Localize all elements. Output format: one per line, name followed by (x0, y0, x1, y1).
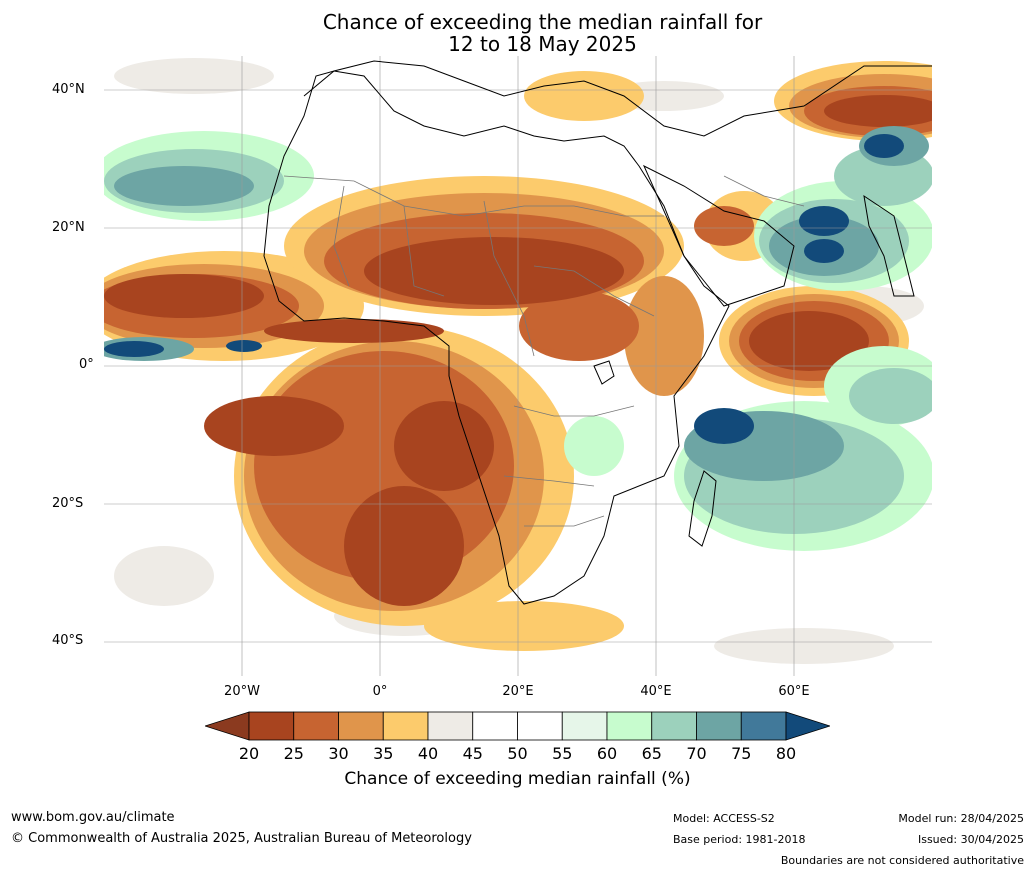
lat-label-40n: 40°N (52, 82, 85, 97)
colorbar-tick-label: 70 (686, 744, 707, 763)
lat-label-40s: 40°S (52, 633, 84, 648)
colorbar-bin-2 (338, 711, 384, 741)
map-title-line1: Chance of exceeding the median rainfall … (322, 10, 763, 34)
colorbar-tick-label: 50 (507, 744, 528, 763)
lon-label-40e: 40°E (640, 684, 672, 699)
colorbar-bin-0 (248, 711, 295, 741)
colorbar-tick-label: 25 (283, 744, 304, 763)
footer-model: Model: ACCESS-S2 (673, 812, 775, 825)
lon-label-20e: 20°E (502, 684, 534, 699)
colorbar-tick-label: 45 (462, 744, 483, 763)
colorbar-bin-10 (696, 711, 742, 741)
footer-copyright: © Commonwealth of Australia 2025, Austra… (11, 831, 472, 846)
colorbar-bin-9 (651, 711, 697, 741)
colorbar-bin-4 (427, 711, 474, 741)
lon-label-20w: 20°W (224, 684, 260, 699)
lon-label-60e: 60°E (778, 684, 810, 699)
colorbar-bin-5 (472, 711, 518, 741)
colorbar-tick-label: 40 (417, 744, 439, 763)
colorbar-tick-label: 20 (238, 744, 260, 763)
rainfall-probability-map (104, 56, 932, 676)
lat-label-0: 0° (79, 357, 94, 372)
lat-label-20s: 20°S (52, 496, 84, 511)
footer-disclaimer: Boundaries are not considered authoritat… (780, 854, 1024, 867)
colorbar-bin-1 (293, 711, 339, 741)
colorbar-over-arrow (785, 711, 830, 741)
colorbar-tick-label: 35 (373, 744, 394, 763)
colorbar (205, 711, 830, 741)
colorbar-tick-label: 30 (328, 744, 349, 763)
colorbar-bin-6 (517, 711, 563, 741)
colorbar-label: Chance of exceeding median rainfall (%) (344, 769, 691, 789)
colorbar-bin-11 (740, 711, 787, 741)
lat-label-20n: 20°N (52, 220, 85, 235)
footer-base-period: Base period: 1981-2018 (673, 833, 806, 846)
colorbar-under-arrow (205, 711, 250, 741)
lon-label-0: 0° (372, 684, 388, 699)
footer-issued: Issued: 30/04/2025 (917, 833, 1024, 846)
colorbar-tick-label: 55 (552, 744, 573, 763)
colorbar-tick-label: 80 (775, 744, 797, 763)
footer-website: www.bom.gov.au/climate (11, 810, 175, 825)
footer-model-run: Model run: 28/04/2025 (898, 812, 1024, 825)
colorbar-tick-label: 75 (731, 744, 752, 763)
map-title-line2: 12 to 18 May 2025 (448, 32, 637, 56)
colorbar-bin-8 (606, 711, 653, 741)
colorbar-bin-3 (382, 711, 429, 741)
colorbar-tick-label: 65 (641, 744, 662, 763)
colorbar-tick-label: 60 (596, 744, 618, 763)
colorbar-bin-7 (561, 711, 608, 741)
